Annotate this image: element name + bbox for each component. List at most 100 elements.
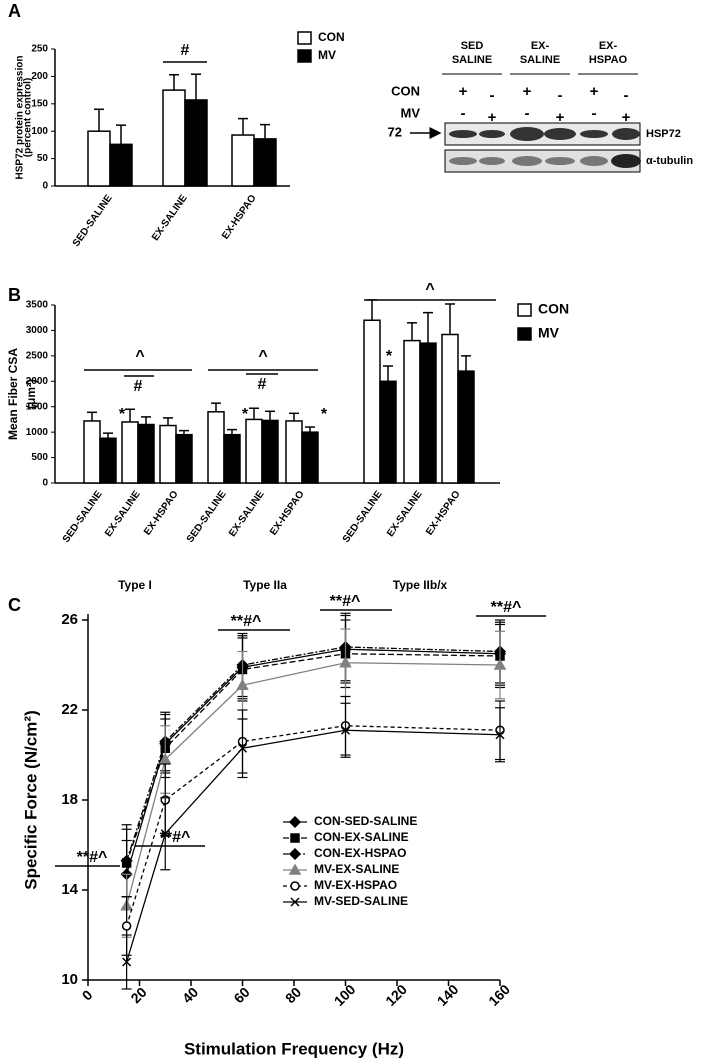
legend-marker bbox=[288, 815, 302, 829]
marker bbox=[236, 678, 249, 690]
x-tick-label: EX-HSPAO bbox=[142, 489, 181, 538]
bar bbox=[159, 424, 177, 484]
annotation: * bbox=[321, 406, 328, 423]
legend-label: CON-EX-HSPAO bbox=[314, 846, 406, 860]
blot-bands bbox=[449, 127, 640, 141]
row-label: MV bbox=[401, 105, 421, 120]
x-tick-label: EX-HSPAO bbox=[424, 489, 463, 538]
x-tick-label: 100 bbox=[331, 981, 359, 1009]
bar bbox=[379, 380, 397, 484]
bar bbox=[441, 333, 459, 484]
y-tick-label: 1000 bbox=[26, 427, 49, 438]
marker bbox=[339, 656, 352, 668]
bar bbox=[363, 319, 381, 484]
y-tick-label: 3500 bbox=[26, 300, 49, 311]
marker bbox=[237, 743, 248, 753]
bar bbox=[121, 421, 139, 484]
y-tick-label: 10 bbox=[61, 971, 78, 988]
sign: - bbox=[490, 87, 495, 104]
x-tick-label: EX-SALINE bbox=[150, 193, 190, 243]
sign: - bbox=[592, 105, 597, 122]
x-tick-label: EX-SALINE bbox=[227, 489, 267, 539]
lane-label: SALINE bbox=[452, 54, 492, 66]
legend-label: CON-SED-SALINE bbox=[314, 814, 417, 828]
y-tick-label: 3000 bbox=[26, 325, 49, 336]
marker bbox=[340, 725, 351, 735]
annotation: ^ bbox=[135, 348, 144, 365]
lane-label: SED bbox=[461, 40, 484, 52]
annotation: **#^ bbox=[77, 849, 108, 866]
y-tick-label: 250 bbox=[31, 44, 48, 55]
x-tick-label: SED-SALINE bbox=[61, 489, 105, 545]
legend-label: MV-EX-HSPAO bbox=[314, 878, 397, 892]
annotation: **#^ bbox=[160, 829, 191, 846]
x-tick-label: EX-HSPAO bbox=[268, 489, 307, 538]
bar bbox=[223, 433, 241, 484]
bar bbox=[175, 433, 193, 484]
marker bbox=[122, 957, 132, 967]
x-axis-label: Stimulation Frequency (Hz) bbox=[184, 1039, 404, 1058]
bar bbox=[207, 411, 225, 484]
legend-label: CON-EX-SALINE bbox=[314, 830, 409, 844]
legend-label: MV-SED-SALINE bbox=[314, 894, 408, 908]
panel-label: A bbox=[8, 1, 21, 21]
bar bbox=[253, 138, 277, 187]
annotation: # bbox=[134, 378, 143, 395]
y-axis-label: Mean Fiber CSA bbox=[6, 348, 20, 440]
lane-label: EX- bbox=[531, 40, 550, 52]
bar bbox=[301, 431, 319, 484]
annotation: **#^ bbox=[231, 613, 262, 630]
y-tick-label: 2000 bbox=[26, 376, 49, 387]
bar bbox=[231, 134, 255, 187]
group-label: Type I bbox=[118, 578, 152, 592]
y-tick-label: 500 bbox=[31, 452, 48, 463]
legend-label: CON bbox=[318, 30, 345, 44]
y-tick-label: 100 bbox=[31, 126, 48, 137]
x-tick-label: 0 bbox=[79, 987, 96, 1004]
lane-label: EX- bbox=[599, 40, 618, 52]
panel-label: B bbox=[8, 285, 21, 305]
group-label: Type IIa bbox=[243, 578, 287, 592]
annotation: * bbox=[386, 348, 393, 365]
annotation: * bbox=[119, 406, 126, 423]
bar bbox=[137, 423, 155, 484]
legend-label: MV bbox=[318, 48, 336, 62]
bar bbox=[162, 89, 186, 187]
marker bbox=[160, 829, 170, 839]
y-tick-label: 14 bbox=[61, 881, 78, 898]
group-label: Type IIb/x bbox=[393, 578, 448, 592]
marker bbox=[495, 730, 505, 740]
marker bbox=[121, 921, 132, 931]
lane-label: SALINE bbox=[520, 54, 560, 66]
bar bbox=[285, 420, 303, 484]
y-axis-label: Specific Force (N/cm²) bbox=[21, 710, 40, 890]
y-tick-label: 0 bbox=[42, 478, 48, 489]
bar bbox=[109, 143, 133, 187]
legend-swatch bbox=[517, 327, 532, 341]
legend-label: CON bbox=[538, 301, 569, 317]
y-axis-label: (percent control) bbox=[23, 78, 34, 157]
marker bbox=[120, 854, 133, 867]
x-tick-label: 160 bbox=[485, 981, 513, 1009]
annotation: # bbox=[181, 42, 190, 59]
sign: + bbox=[459, 83, 468, 100]
y-axis-label: HSP72 protein expression bbox=[15, 56, 26, 180]
bar bbox=[403, 339, 421, 484]
bar bbox=[83, 420, 101, 484]
x-tick-label: EX-SALINE bbox=[103, 489, 143, 539]
y-tick-label: 26 bbox=[61, 611, 78, 628]
legend-marker bbox=[290, 881, 300, 891]
annotation: ^ bbox=[258, 348, 267, 365]
legend-label: MV bbox=[538, 325, 560, 341]
legend-swatch bbox=[517, 303, 532, 317]
sign: - bbox=[525, 105, 530, 122]
sign: + bbox=[523, 83, 532, 100]
x-tick-label: SED-SALINE bbox=[341, 489, 385, 545]
marker-label: 72 bbox=[388, 124, 402, 139]
y-tick-label: 50 bbox=[37, 153, 49, 164]
sign: - bbox=[558, 87, 563, 104]
x-tick-label: SED-SALINE bbox=[185, 489, 229, 545]
lane-label: HSPAO bbox=[589, 54, 628, 66]
bar bbox=[184, 99, 208, 187]
